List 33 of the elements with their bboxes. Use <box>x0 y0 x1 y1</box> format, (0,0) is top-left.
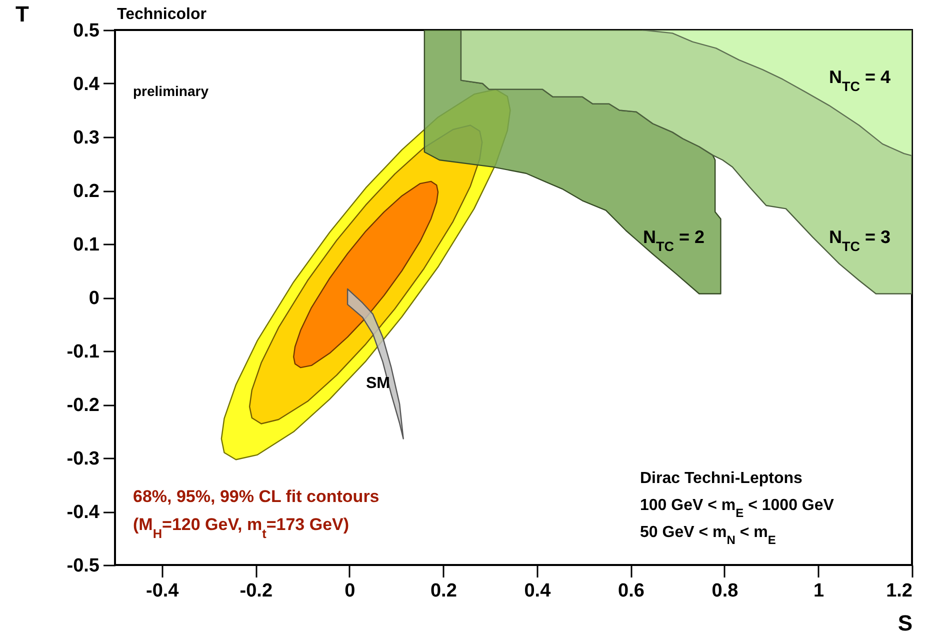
x-tick-label: 1 <box>813 580 824 602</box>
x-tick-label: 0.4 <box>524 580 552 602</box>
y-tick-label: -0.5 <box>66 556 100 576</box>
annotation: N$_{TC}$ = 4 <box>829 67 891 94</box>
annotation: 68%, 95%, 99% CL fit contours <box>133 487 380 506</box>
y-tick-label: 0.2 <box>73 181 100 202</box>
y-tick-label: 0.4 <box>73 74 100 95</box>
x-axis-title: S <box>898 610 912 636</box>
annotation: preliminary <box>133 83 209 99</box>
y-tick-label: -0.1 <box>66 342 100 362</box>
annotation: 100 GeV < m$_{E}$ < 1000 GeV <box>640 497 834 520</box>
x-tick-label: 0 <box>344 580 356 602</box>
annotation: Dirac Techni-Leptons <box>640 470 802 487</box>
x-tick-label: 1.2 <box>886 580 912 602</box>
annotation: SM <box>366 375 390 392</box>
y-tick-label: -0.3 <box>66 448 100 470</box>
y-tick-label: -0.4 <box>66 502 100 523</box>
chart-title: Technicolor <box>117 6 206 23</box>
y-tick-label: 0.3 <box>73 128 100 148</box>
y-tick-label: 0.5 <box>73 20 100 42</box>
y-axis-title: T <box>16 2 30 26</box>
annotation: 50 GeV < m$_{N}$ < m$_{E}$ <box>640 524 776 547</box>
y-tick-label: -0.2 <box>66 395 100 416</box>
annotation: (M$_{H}$=120 GeV, m$_{t}$=173 GeV) <box>133 515 350 540</box>
x-tick-label: 0.6 <box>618 580 644 602</box>
x-tick-label: -0.4 <box>146 580 180 602</box>
annotation: N$_{TC}$ = 3 <box>829 227 891 254</box>
x-tick-label: 0.2 <box>430 580 457 602</box>
y-tick-label: 0.1 <box>73 234 100 256</box>
x-tick-label: -0.2 <box>240 580 273 602</box>
y-tick-label: 0 <box>88 288 100 309</box>
annotation: N$_{TC}$ = 2 <box>643 227 705 254</box>
x-tick-label: 0.8 <box>712 580 738 602</box>
